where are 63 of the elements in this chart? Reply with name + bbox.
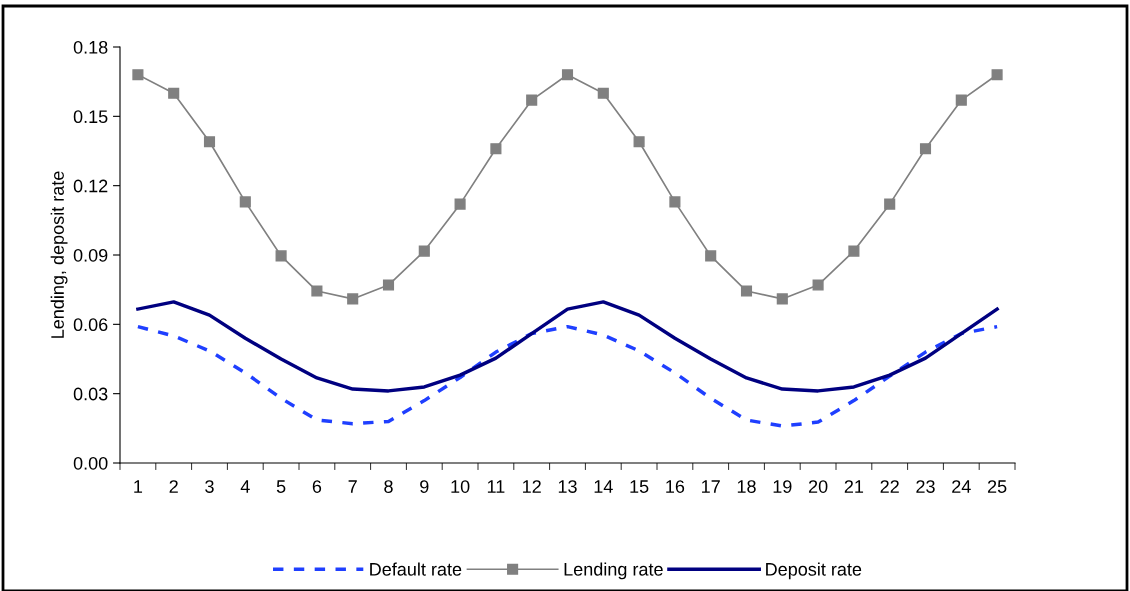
- y-tick-label: 0.00: [73, 456, 108, 470]
- x-tick-label: 11: [487, 480, 505, 493]
- legend-label: Lending rate: [564, 562, 663, 580]
- point: [203, 136, 216, 148]
- x-tick-label: 16: [666, 480, 685, 493]
- x-tick-label: 1: [134, 480, 143, 493]
- x-tick-label: 7: [348, 480, 357, 493]
- legend-label: Deposit rate: [766, 562, 862, 580]
- point: [239, 196, 251, 208]
- x-tick-label: 22: [880, 480, 899, 493]
- x-tick-label: 4: [240, 480, 250, 493]
- point: [955, 94, 967, 106]
- x-tick-label: 13: [558, 480, 577, 493]
- x-tick-label: 10: [451, 480, 470, 493]
- x-tick-label: 6: [312, 480, 322, 493]
- x-tick-label: 18: [737, 480, 756, 493]
- y-tick-label: 0.03: [73, 387, 108, 401]
- legend-label: Default rate: [370, 562, 462, 576]
- x-tick-label: 23: [916, 480, 935, 493]
- line-series: [136, 300, 999, 393]
- point: [454, 198, 466, 210]
- point: [526, 94, 538, 106]
- y-tick-label: 0.12: [73, 179, 108, 193]
- x-tick-label: 5: [276, 480, 286, 493]
- x-tick-label: 20: [808, 480, 828, 493]
- point: [848, 245, 860, 257]
- x-tick-label: 12: [523, 480, 541, 493]
- point: [669, 196, 681, 208]
- x-tick-label: 2: [169, 480, 178, 493]
- y-tick-label: 0.15: [73, 110, 108, 124]
- point: [633, 136, 645, 148]
- x-tick-label: 25: [987, 480, 1007, 493]
- y-axis-title: Lending, deposit rate: [50, 171, 68, 338]
- point: [705, 250, 717, 262]
- x-tick-label: 8: [384, 480, 393, 493]
- line-series: [136, 324, 999, 428]
- point: [597, 87, 609, 99]
- y-tick-label: 0.09: [73, 248, 108, 262]
- x-tick-label: 24: [952, 480, 971, 493]
- point: [919, 143, 932, 155]
- x-tick-label: 17: [702, 480, 720, 493]
- point: [776, 293, 788, 305]
- point: [884, 198, 896, 210]
- x-tick-label: 9: [420, 480, 429, 493]
- point: [490, 143, 502, 155]
- point: [382, 279, 395, 291]
- point: [561, 69, 574, 81]
- point: [991, 69, 1003, 81]
- point: [418, 245, 430, 257]
- y-tick-label: 0.18: [73, 40, 108, 54]
- x-tick-label: 15: [630, 480, 649, 493]
- x-tick-label: 19: [773, 480, 792, 493]
- point: [132, 69, 144, 81]
- point: [168, 87, 180, 99]
- point: [812, 279, 824, 291]
- point: [740, 285, 753, 297]
- y-tick-label: 0.06: [73, 318, 108, 332]
- point: [311, 285, 323, 297]
- x-tick-label: 21: [844, 480, 864, 493]
- x-tick-label: 3: [205, 480, 214, 493]
- point: [275, 250, 287, 262]
- x-tick-label: 14: [594, 480, 613, 493]
- point: [347, 293, 359, 305]
